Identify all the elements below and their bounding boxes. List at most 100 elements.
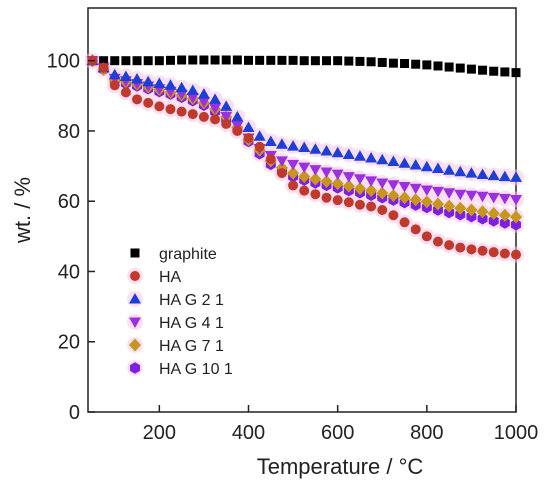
data-point: [198, 111, 209, 122]
legend-label: HA G 4 1: [159, 315, 224, 332]
data-point: [511, 219, 521, 231]
data-point: [376, 153, 389, 165]
data-point: [344, 56, 354, 66]
x-axis-title: Temperature / °C: [257, 454, 424, 479]
data-point: [186, 84, 199, 96]
data-point: [477, 245, 488, 256]
data-point: [433, 61, 443, 71]
data-point: [299, 185, 310, 196]
data-point: [187, 109, 198, 120]
data-point: [321, 192, 332, 203]
legend-marker: [130, 271, 140, 281]
data-point: [175, 81, 188, 93]
data-point: [465, 167, 478, 178]
data-point: [165, 55, 175, 65]
data-point: [376, 186, 389, 200]
data-point: [443, 188, 456, 199]
data-point: [132, 56, 142, 66]
data-point: [387, 180, 400, 191]
data-point: [320, 167, 333, 179]
data-point: [209, 93, 222, 104]
data-point: [275, 138, 288, 149]
data-point: [353, 174, 366, 185]
data-point: [231, 110, 244, 122]
data-point: [487, 207, 500, 221]
data-point: [455, 63, 465, 73]
data-point: [209, 103, 222, 115]
data-point: [332, 195, 343, 206]
data-point: [299, 56, 309, 66]
data-point: [120, 87, 131, 98]
data-point: [343, 197, 354, 208]
data-point: [476, 191, 489, 203]
data-point: [132, 94, 143, 105]
data-point: [255, 55, 265, 65]
data-point: [322, 56, 332, 66]
data-point: [131, 72, 144, 84]
data-point: [154, 56, 164, 66]
y-tick-label: 20: [58, 332, 80, 354]
data-point: [455, 242, 466, 253]
data-point: [499, 248, 510, 259]
data-point: [143, 97, 154, 108]
data-point: [376, 178, 389, 189]
data-point: [388, 58, 398, 68]
legend-marker: [129, 293, 141, 304]
data-point: [264, 135, 277, 146]
data-point: [342, 148, 355, 159]
data-point: [298, 141, 311, 152]
data-point: [355, 56, 365, 66]
data-point: [197, 88, 210, 99]
data-point: [410, 224, 421, 235]
data-point: [444, 240, 455, 251]
data-point: [466, 244, 477, 255]
data-point: [365, 184, 378, 198]
data-point: [188, 55, 198, 65]
data-point: [331, 169, 344, 181]
data-point: [398, 157, 411, 168]
data-point: [221, 55, 231, 65]
legend-label: HA G 10 1: [159, 361, 233, 378]
data-point: [510, 210, 522, 224]
data-point: [487, 169, 500, 181]
data-point: [310, 189, 321, 200]
legend-label: HA: [159, 269, 182, 286]
data-point: [254, 141, 265, 152]
data-point: [342, 172, 355, 183]
data-marks: [84, 52, 524, 263]
data-point: [387, 155, 400, 167]
data-point: [432, 236, 443, 247]
data-point: [309, 165, 322, 176]
y-tick-label: 80: [58, 121, 80, 143]
legend-marker: [129, 338, 141, 352]
data-point: [110, 56, 120, 66]
data-point: [454, 165, 467, 177]
y-tick-label: 100: [47, 51, 80, 73]
data-point: [409, 159, 422, 170]
data-point: [422, 60, 432, 70]
data-point: [511, 249, 521, 260]
data-point: [454, 189, 467, 201]
series-ha: [87, 55, 521, 260]
data-point: [398, 181, 411, 193]
data-point: [465, 203, 478, 217]
data-point: [388, 210, 399, 221]
data-point: [309, 172, 322, 186]
data-point: [499, 217, 510, 229]
data-point: [253, 130, 266, 141]
data-point: [186, 93, 199, 104]
data-point: [510, 194, 522, 206]
data-point: [488, 247, 499, 258]
data-point: [365, 152, 378, 163]
x-tick-label: 400: [232, 422, 265, 444]
y-tick-label: 40: [58, 261, 80, 283]
data-point: [377, 205, 388, 215]
data-point: [443, 164, 456, 175]
data-point: [221, 118, 232, 129]
data-point: [121, 56, 131, 66]
legend-marker: [130, 248, 140, 258]
data-point: [353, 182, 366, 196]
data-point: [333, 56, 343, 66]
data-point: [197, 97, 210, 108]
data-point: [498, 193, 511, 205]
